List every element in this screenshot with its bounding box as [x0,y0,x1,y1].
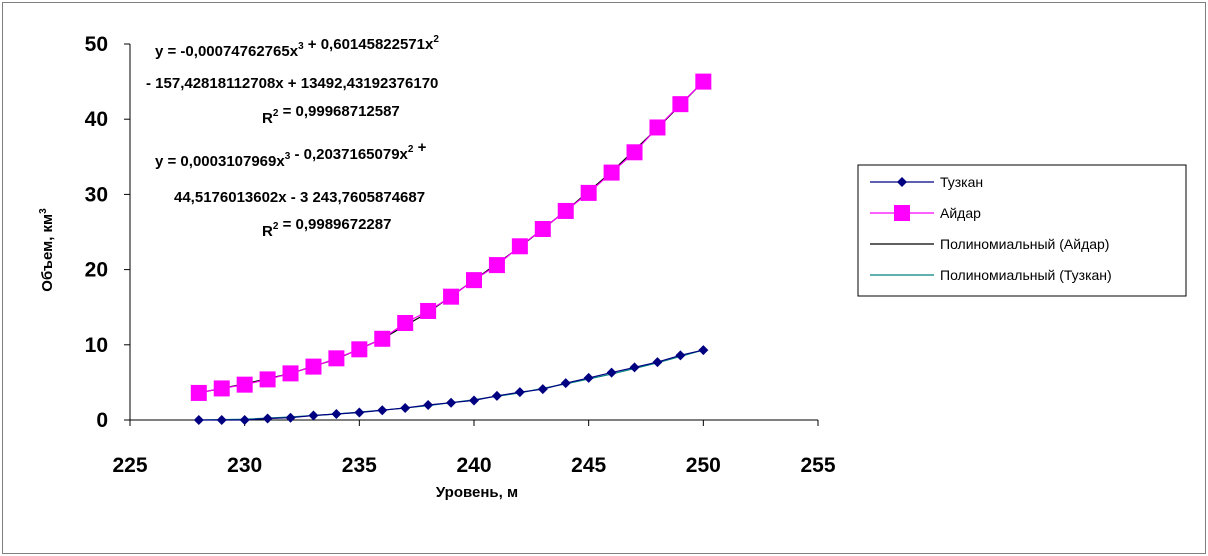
data-point-aidar [351,341,368,358]
data-point-aidar [580,184,597,201]
data-point-tuzkan [675,350,686,361]
series-aidar [190,73,712,401]
data-point-aidar [626,144,643,161]
legend-frame [857,164,1187,297]
data-point-tuzkan [423,399,434,410]
data-point-aidar [305,358,322,375]
y-tick-label: 50 [85,33,108,56]
data-point-tuzkan [193,415,204,425]
data-point-tuzkan [354,407,365,418]
data-point-tuzkan [606,367,617,378]
y-tick-label: 30 [85,183,108,206]
legend-swatch-marker [897,177,907,187]
x-axis-title: Уровень, м [436,484,518,501]
data-point-aidar [557,202,574,219]
y-tick-label: 20 [85,259,108,282]
data-point-tuzkan [239,415,250,425]
x-tick-label: 225 [112,454,147,477]
data-point-aidar [236,376,253,393]
data-point-aidar [695,73,712,90]
data-point-aidar [443,288,460,305]
data-point-aidar [649,119,666,136]
data-point-aidar [511,238,528,255]
legend-entry-trend-aidar: Полиномиальный (Айдар) [870,236,1109,252]
data-point-aidar [190,384,207,401]
legend-entry-trend-tuzkan: Полиномиальный (Тузкан) [870,267,1112,283]
data-series [190,73,712,425]
data-point-tuzkan [308,410,319,421]
data-point-tuzkan [216,415,227,425]
legend: Тузкан Айдар Полиномиальный (Айдар) Полином… [857,164,1187,297]
data-point-aidar [488,257,505,274]
y-tick-label: 0 [96,409,108,432]
data-point-aidar [374,330,391,347]
data-point-tuzkan [537,384,548,395]
data-point-aidar [328,350,345,367]
data-point-tuzkan [285,412,296,423]
data-point-aidar [397,314,414,331]
data-point-tuzkan [377,405,388,416]
series-tuzkan [193,345,709,425]
equation-line: - 157,42818112708x + 13492,43192376170 [146,75,438,92]
data-point-tuzkan [331,408,342,419]
x-tick-label: 230 [227,454,262,477]
legend-entry-tuzkan: Тузкан [870,174,983,190]
data-point-aidar [259,371,276,388]
data-point-aidar [672,96,689,113]
data-point-aidar [603,164,620,181]
x-tick-label: 235 [342,454,377,477]
equation-line: 44,5176013602x - 3 243,7605874687 [174,189,425,206]
data-point-tuzkan [400,402,411,413]
data-point-tuzkan [262,413,273,424]
data-point-aidar [213,380,230,397]
x-tick-label: 240 [456,454,491,477]
legend-entry-aidar: Айдар [870,205,981,221]
legend-label: Полиномиальный (Айдар) [940,236,1109,252]
legend-label: Тузкан [940,174,983,190]
data-point-aidar [534,220,551,237]
legend-label: Полиномиальный (Тузкан) [940,267,1112,283]
equation-annotations: y = -0,00074762765x3 + 0,60145822571x2 - … [146,34,439,240]
equation-line: y = -0,00074762765x3 + 0,60145822571x2 [155,34,439,60]
legend-label: Айдар [940,205,981,221]
data-point-tuzkan [514,387,525,398]
legend-swatch-marker [894,205,910,221]
x-tick-label: 250 [686,454,721,477]
data-point-tuzkan [629,362,640,373]
equation-line: R2 = 0,99968712587 [262,103,400,127]
x-tick-label: 255 [800,454,835,477]
y-axis-ticks: 0 10 20 30 40 50 [85,33,130,432]
y-axis-title: Объем, км3 [38,208,56,292]
data-point-tuzkan [698,345,709,356]
y-tick-label: 10 [85,334,108,357]
data-point-tuzkan [491,390,502,401]
equation-line: y = 0,0003107969x3 - 0,2037165079x2 + [155,139,427,170]
data-point-tuzkan [469,395,479,406]
data-point-tuzkan [583,372,594,383]
y-tick-label: 40 [85,108,108,131]
equation-line: R2 = 0,9989672287 [262,216,391,240]
x-axis-ticks: 225 230 235 240 245 250 255 [112,420,836,477]
data-point-aidar [420,302,437,319]
data-point-tuzkan [560,378,571,389]
data-point-aidar [282,365,299,382]
data-point-tuzkan [446,397,457,408]
data-point-aidar [466,272,482,289]
x-tick-label: 245 [571,454,606,477]
data-point-tuzkan [652,357,663,368]
